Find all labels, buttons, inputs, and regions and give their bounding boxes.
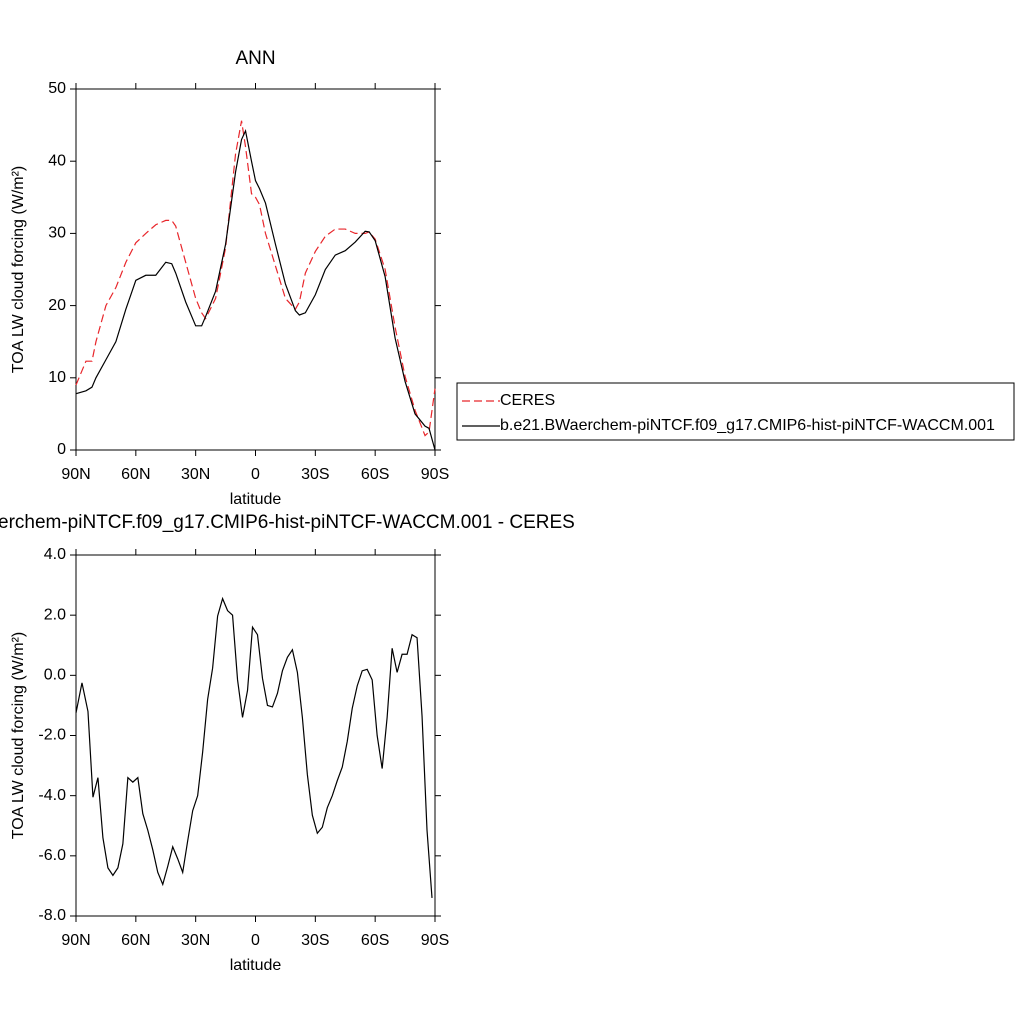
x-tick-label: 30N	[181, 932, 210, 949]
plot-frame	[75, 88, 436, 451]
y-tick-label: -6.0	[38, 847, 66, 864]
y-tick-label: 40	[48, 152, 66, 169]
x-tick-label: 0	[251, 466, 260, 483]
x-tick-label: 90N	[61, 932, 90, 949]
y-tick-label: 10	[48, 369, 66, 386]
x-tick-label: 90N	[61, 466, 90, 483]
chart-title: erchem-piNTCF.f09_g17.CMIP6-hist-piNTCF-…	[0, 512, 575, 533]
x-tick-label: 30N	[181, 466, 210, 483]
x-tick-label: 90S	[421, 932, 449, 949]
y-tick-label: 50	[48, 80, 66, 97]
x-axis-label: latitude	[230, 491, 282, 508]
y-tick-label: 0.0	[44, 667, 66, 684]
y-tick-label: 30	[48, 225, 66, 242]
y-tick-label: -8.0	[38, 907, 66, 924]
x-tick-label: 60S	[361, 932, 389, 949]
data-line	[75, 128, 436, 451]
x-tick-label: 0	[251, 932, 260, 949]
x-tick-label: 90S	[421, 466, 449, 483]
data-line	[75, 596, 433, 898]
x-axis-label: latitude	[230, 957, 282, 974]
y-tick-label: -2.0	[38, 727, 66, 744]
y-tick-label: -4.0	[38, 787, 66, 804]
plot-frame	[75, 554, 436, 917]
y-axis-label: TOA LW cloud forcing (W/m²)	[10, 166, 27, 373]
legend-label: b.e21.BWaerchem-piNTCF.f09_g17.CMIP6-his…	[500, 417, 995, 434]
y-tick-label: 20	[48, 297, 66, 314]
y-tick-label: 0	[57, 441, 66, 458]
data-line	[75, 120, 436, 437]
x-tick-label: 30S	[301, 466, 329, 483]
x-tick-label: 60N	[121, 932, 150, 949]
y-tick-label: 4.0	[44, 546, 66, 563]
y-axis-label: TOA LW cloud forcing (W/m²)	[10, 632, 27, 839]
x-tick-label: 60S	[361, 466, 389, 483]
chart-title: ANN	[235, 48, 275, 69]
x-tick-label: 30S	[301, 932, 329, 949]
x-tick-label: 60N	[121, 466, 150, 483]
y-tick-label: 2.0	[44, 606, 66, 623]
legend-label: CERES	[500, 392, 555, 409]
legend-box	[456, 382, 1015, 441]
